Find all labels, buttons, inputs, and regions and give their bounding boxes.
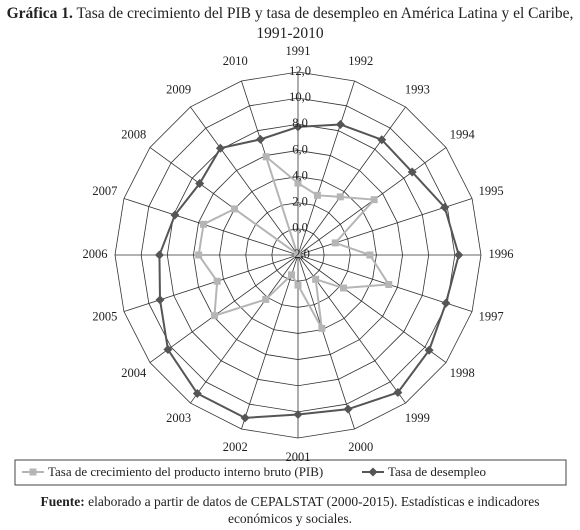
point [163, 345, 173, 355]
point [195, 251, 203, 259]
spoke [297, 80, 355, 256]
point [293, 409, 303, 419]
point [407, 167, 417, 177]
series-line [158, 123, 460, 419]
point [195, 179, 205, 189]
category-label: 1996 [489, 247, 514, 261]
r-tick-label: 6,0 [292, 142, 308, 156]
point [366, 251, 374, 259]
category-label: 2002 [223, 440, 248, 454]
point [335, 119, 345, 129]
r-tick-label: 4,0 [292, 168, 308, 182]
point [155, 295, 165, 305]
point [454, 250, 464, 260]
point [200, 220, 208, 228]
spoke [297, 254, 447, 363]
spoke [297, 106, 406, 256]
grid-ring [166, 123, 430, 387]
legend-label: Tasa de crecimiento del producto interno… [48, 464, 323, 479]
category-label: 2001 [286, 450, 311, 464]
chart: -2,0 0,0 2,0 4,0 6,0 8,0 10,0 12,0 1991 1992 1993 1… [14, 44, 567, 486]
category-label: 1997 [479, 310, 504, 324]
spoke [190, 106, 299, 256]
legend-label: Tasa de desempleo [388, 464, 486, 479]
point [288, 271, 296, 279]
r-tick-label: 0,0 [292, 221, 308, 235]
point [293, 250, 301, 258]
grid-ring [245, 202, 351, 308]
r-tick-label: -2,0 [290, 247, 310, 261]
point [213, 277, 221, 285]
category-label: 1999 [405, 411, 430, 425]
grid-ring [219, 176, 377, 334]
category-label: 2003 [166, 411, 191, 425]
point [262, 295, 270, 303]
legend-marker [29, 468, 37, 476]
point [336, 193, 344, 201]
point [331, 239, 339, 247]
point [293, 122, 303, 132]
point [440, 202, 450, 212]
point [318, 324, 326, 332]
source-label: Fuente: [40, 494, 85, 509]
point [240, 413, 250, 423]
category-label: 2005 [92, 310, 117, 324]
spoke [241, 254, 299, 430]
figure-label: Gráfica 1. [6, 5, 73, 22]
point [385, 280, 393, 288]
point [255, 134, 265, 144]
point [339, 284, 347, 292]
category-label: 2007 [92, 184, 117, 198]
category-label: 2009 [166, 83, 191, 97]
point [262, 153, 270, 161]
point [170, 210, 180, 220]
point [312, 275, 320, 283]
source-text: elaborado a partir de datos de CEPALSTAT… [88, 494, 540, 526]
point [294, 179, 302, 187]
grid-ring [271, 228, 325, 282]
category-label: 1991 [286, 44, 311, 58]
point [370, 196, 378, 204]
spoke [190, 254, 299, 404]
point [192, 389, 202, 399]
point [441, 298, 451, 308]
point [313, 191, 321, 199]
point [294, 281, 302, 289]
chart-title: Tasa de crecimiento del PIB y tasa de de… [76, 5, 574, 42]
point [210, 312, 218, 320]
point [393, 387, 403, 397]
r-tick-label: 8,0 [292, 116, 308, 130]
legend-box [14, 459, 567, 486]
grid-ring [114, 71, 482, 439]
point [377, 135, 387, 145]
category-label: 2010 [223, 54, 248, 68]
category-label: 2006 [83, 247, 108, 261]
r-tick-label: 12,0 [289, 64, 311, 78]
source-block: Fuente: elaborado a partir de datos de C… [20, 493, 560, 527]
spoke [149, 254, 299, 363]
grid-ring [193, 150, 403, 360]
category-label: 2000 [348, 440, 373, 454]
r-tick-label: 2,0 [292, 195, 308, 209]
category-label: 2004 [121, 366, 147, 380]
category-label: 1992 [348, 54, 373, 68]
spoke [123, 198, 299, 256]
category-label: 1993 [405, 83, 430, 97]
category-label: 1998 [450, 366, 475, 380]
category-label: 1995 [479, 184, 504, 198]
category-label: 2008 [121, 128, 146, 142]
spoke [123, 254, 299, 312]
r-tick-label: 10,0 [289, 90, 311, 104]
chart-title-block: Gráfica 1. Tasa de crecimiento del PIB y… [2, 4, 578, 44]
point [154, 250, 164, 260]
legend-marker [368, 467, 378, 477]
point [215, 143, 225, 153]
point [343, 404, 353, 414]
point [424, 345, 434, 355]
point [231, 205, 239, 213]
category-label: 1994 [450, 128, 476, 142]
spoke [297, 254, 355, 430]
